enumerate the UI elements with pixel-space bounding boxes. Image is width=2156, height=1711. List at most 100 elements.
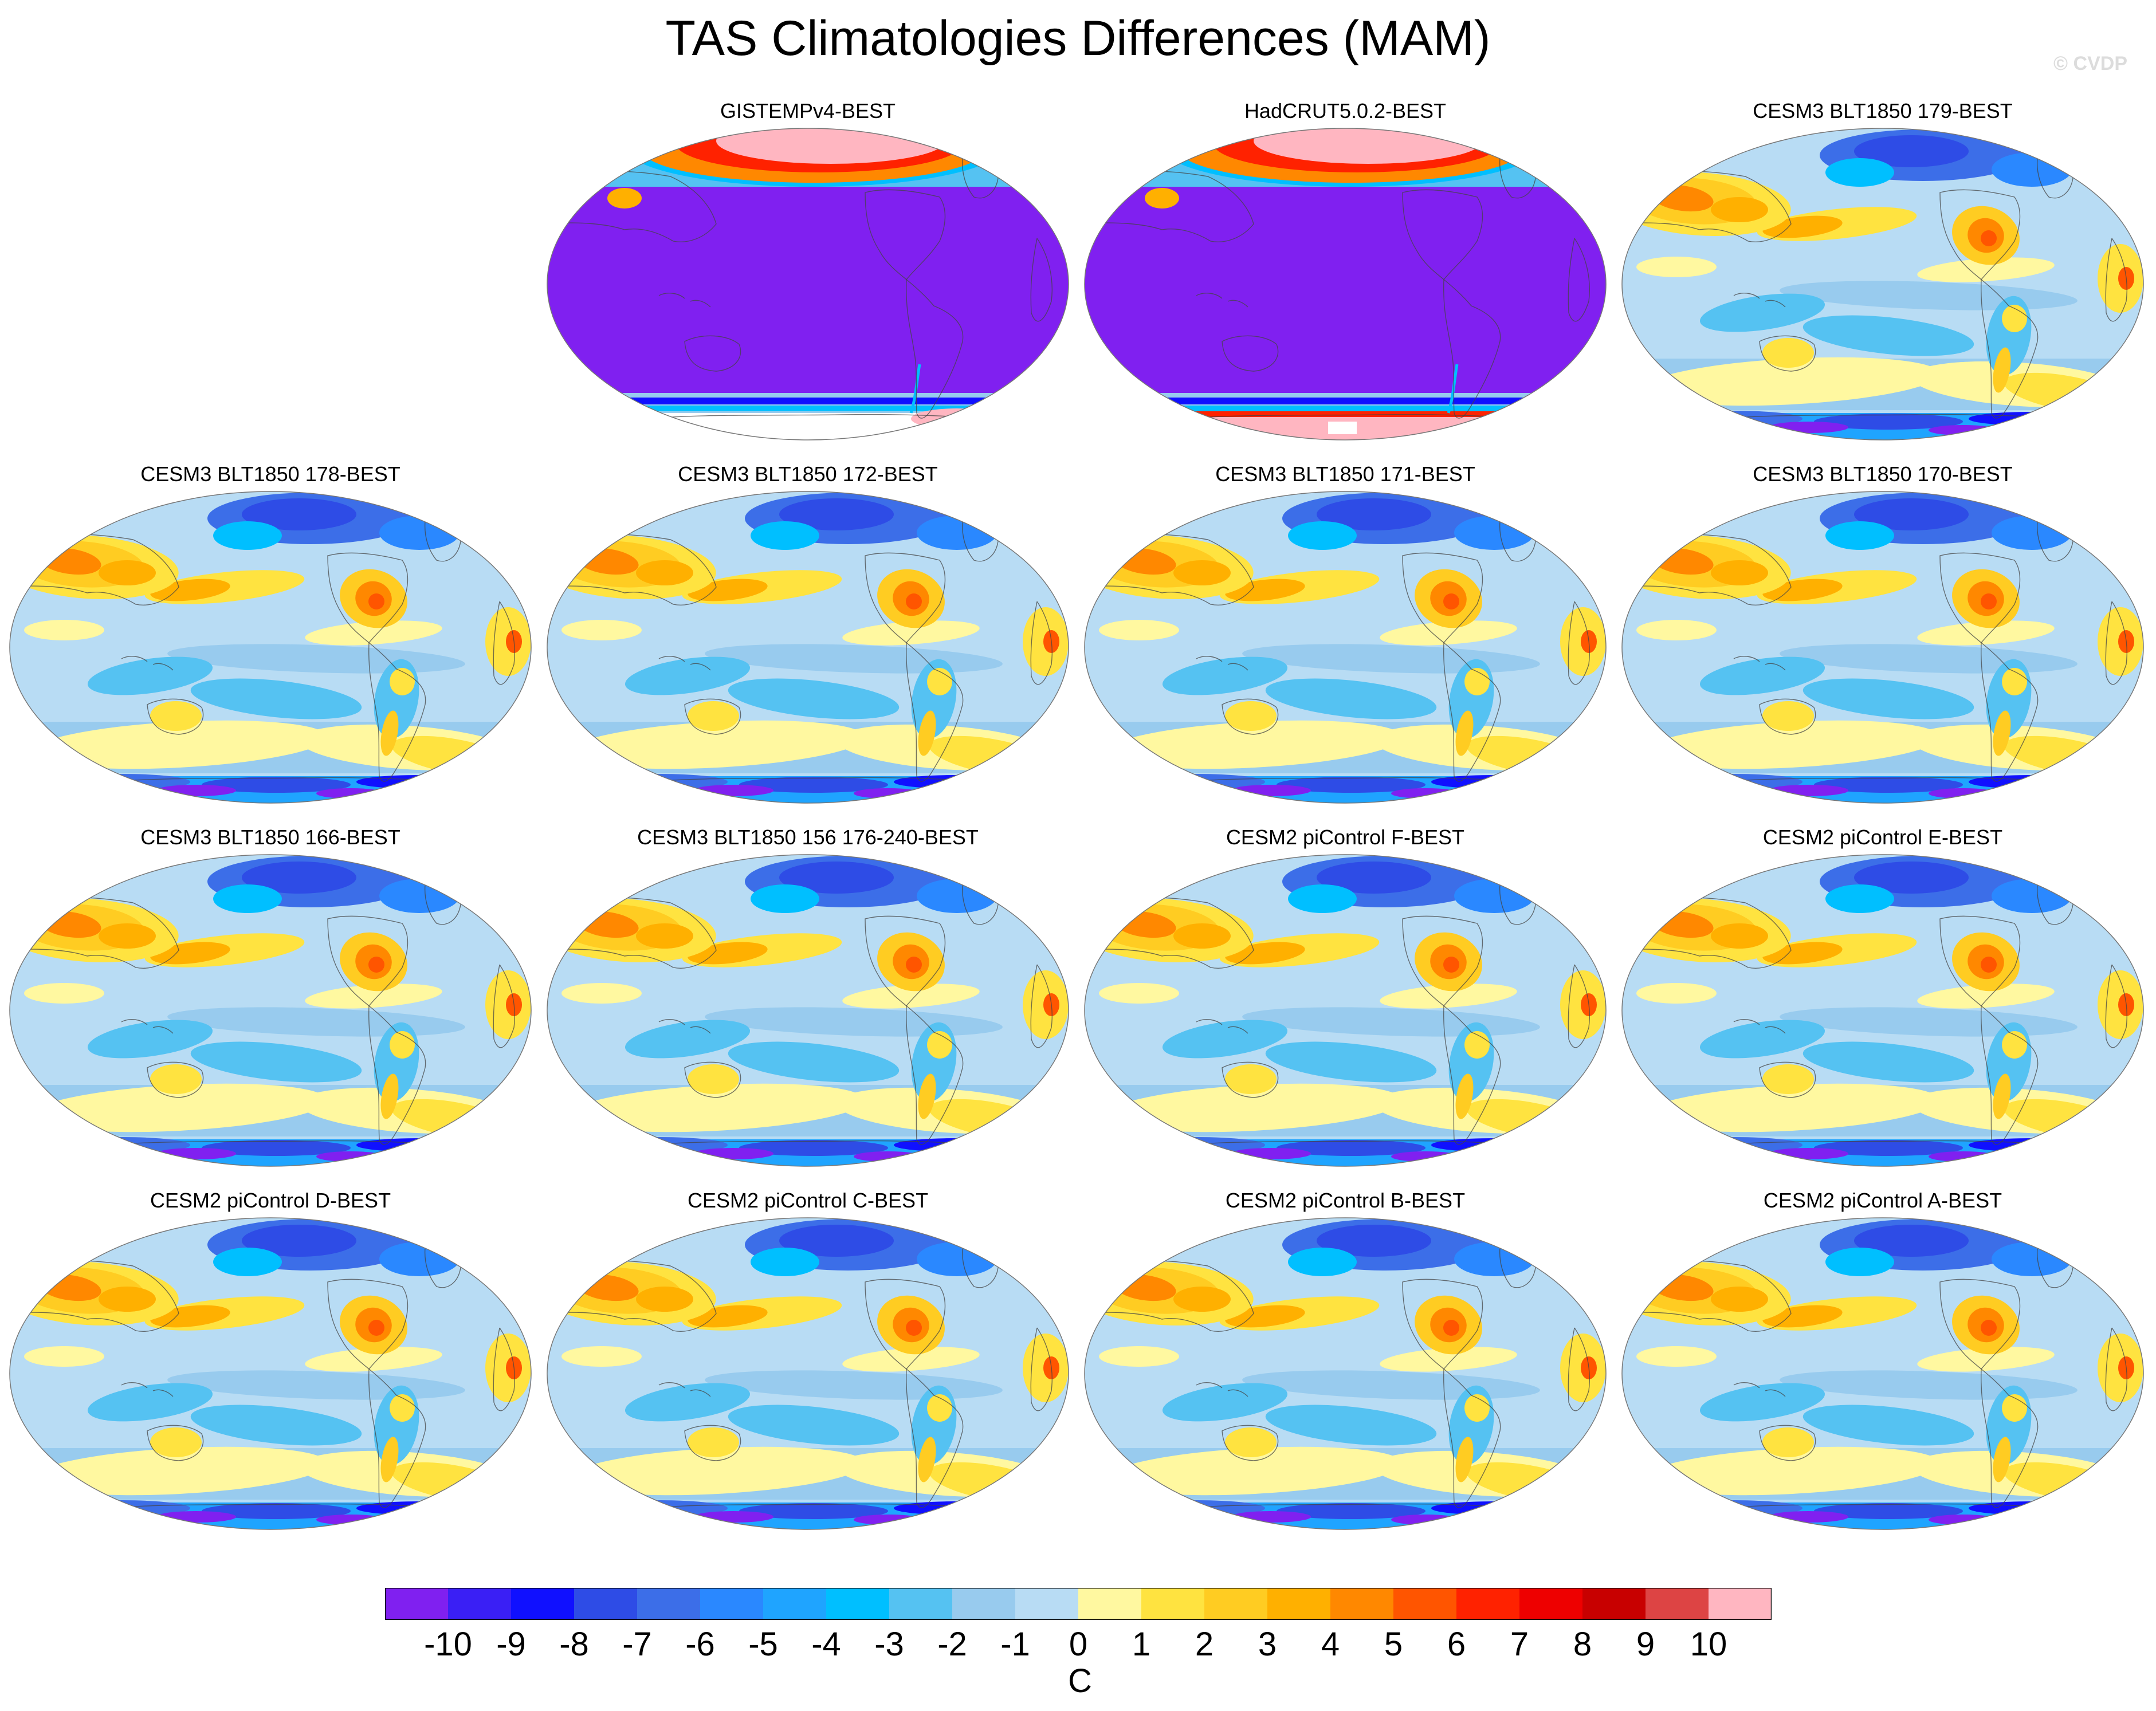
southern-warm-band: [1642, 357, 1940, 406]
indian-warm-patch: [24, 983, 104, 1004]
colorbar-swatch: [1393, 1588, 1457, 1620]
colorbar-swatch: [889, 1588, 953, 1620]
southern-warm-band: [1105, 1083, 1403, 1132]
map-panel: CESM3 BLT1850 172-BEST: [544, 462, 1071, 817]
coastline: [1759, 1425, 1816, 1461]
southern-warm-band: [1642, 1446, 1940, 1496]
map-model: [1084, 491, 1607, 804]
map-outline: [1621, 854, 2144, 1167]
south-america-warm: [2002, 1031, 2027, 1059]
coastline: [684, 335, 741, 372]
andes-transition: [909, 364, 921, 414]
pacific-cool-patch: [1699, 1383, 1825, 1422]
panel-title: HadCRUT5.0.2-BEST: [1244, 99, 1447, 123]
pacific-cool-patch: [728, 1041, 900, 1083]
panel-title: CESM3 BLT1850 178-BEST: [140, 462, 400, 486]
arctic-cold-edge: [1288, 884, 1357, 913]
coastline: [2105, 601, 2127, 685]
map-outline: [1084, 128, 1607, 440]
eurasia-hot-spot: [636, 1287, 693, 1312]
north-america-core: [1981, 957, 1997, 973]
map-model: [547, 854, 1069, 1167]
andes-warm: [1993, 347, 2011, 393]
coastline: [121, 1018, 174, 1034]
indian-warm-patch: [561, 983, 642, 1004]
north-america-core: [368, 593, 384, 609]
coastline: [2105, 964, 2127, 1048]
indian-warm-patch: [1636, 983, 1717, 1004]
coastline: [1085, 533, 1254, 605]
coastline: [1085, 1260, 1254, 1332]
pacific-cool-patch: [728, 678, 900, 719]
arctic-cold-edge: [751, 521, 819, 550]
coastline: [1939, 1279, 2021, 1370]
eurasia-hot-spot: [99, 1287, 156, 1312]
coastline: [493, 964, 515, 1048]
antarctic-cold: [1969, 1501, 2095, 1515]
coastline: [1030, 238, 1053, 322]
australia-warm: [1225, 1064, 1277, 1094]
pacific-cool-patch: [190, 678, 362, 719]
map-panel: CESM2 piControl A-BEST: [1619, 1188, 2146, 1543]
arctic-cold-edge: [1288, 521, 1357, 550]
south-america-warm: [2002, 1394, 2027, 1422]
map-model: [9, 1217, 532, 1530]
arctic-cold-edge: [213, 521, 282, 550]
arctic-cold-core: [779, 862, 894, 894]
panel-title: CESM2 piControl B-BEST: [1225, 1189, 1466, 1212]
antarctic-cold: [202, 777, 351, 793]
australia-warm: [1762, 701, 1814, 731]
australia-warm: [688, 1064, 739, 1094]
andes-warm: [1993, 1073, 2011, 1119]
colorbar-tick-label: -3: [874, 1626, 904, 1663]
pacific-cool-patch: [87, 1383, 213, 1422]
coastline: [658, 1382, 711, 1397]
coastline: [10, 1260, 179, 1332]
arctic-cold-core: [242, 1225, 356, 1257]
south-america-warm: [390, 1031, 415, 1059]
colorbar-tick-label: 0: [1069, 1626, 1088, 1663]
arctic-cold-core: [1317, 862, 1431, 894]
pacific-cool-patch: [1802, 1041, 1974, 1083]
map-panel: HadCRUT5.0.2-BEST: [1082, 99, 1609, 454]
pacific-cool-patch: [1802, 1405, 1974, 1446]
coastline: [865, 189, 946, 280]
coastline: [1733, 292, 1786, 308]
antarctic-cold: [739, 777, 888, 793]
andes-warm: [1455, 1437, 1474, 1482]
colorbar-swatch: [1456, 1588, 1520, 1620]
map-panel: CESM2 piControl E-BEST: [1619, 825, 2146, 1180]
tropical-warm-strip: [305, 984, 442, 1009]
arctic-cold-core: [242, 862, 356, 894]
map-model: [547, 491, 1069, 804]
coastline: [368, 642, 426, 782]
colorbar-swatch: [385, 1588, 449, 1620]
pacific-cool-patch: [1802, 315, 1974, 356]
arctic-cold-core: [1317, 1225, 1431, 1257]
panel-title: CESM2 piControl F-BEST: [1226, 825, 1465, 849]
arctic-cold-core: [1854, 498, 1969, 530]
coastline: [2105, 238, 2127, 322]
antarctic-cold: [202, 1140, 351, 1156]
map-model: [1621, 491, 2144, 804]
south-america-warm: [1464, 1031, 1490, 1059]
map-panel: CESM3 BLT1850 156 176-240-BEST: [544, 825, 1071, 1180]
southern-warm-band: [567, 1446, 865, 1496]
eurasia-hot-spot: [99, 923, 156, 949]
north-america-core: [1981, 1320, 1997, 1336]
antarctic-cold: [1814, 1503, 1963, 1519]
colorbar-swatch: [1582, 1588, 1646, 1620]
coastline: [1981, 1005, 2039, 1145]
coastline: [906, 1368, 964, 1508]
south-america-warm: [390, 1394, 415, 1422]
coastline: [1402, 552, 1483, 643]
colorbar-tick-label: 4: [1321, 1626, 1340, 1663]
coastline: [1981, 278, 2039, 419]
southern-warm-band: [30, 1083, 328, 1132]
south-america-warm: [927, 1031, 952, 1059]
andes-warm: [918, 1437, 936, 1482]
colorbar-tick-label: -1: [1000, 1626, 1030, 1663]
coastline: [1443, 1005, 1501, 1145]
map-outline: [1084, 854, 1607, 1167]
tropical-warm-strip: [1380, 620, 1517, 646]
